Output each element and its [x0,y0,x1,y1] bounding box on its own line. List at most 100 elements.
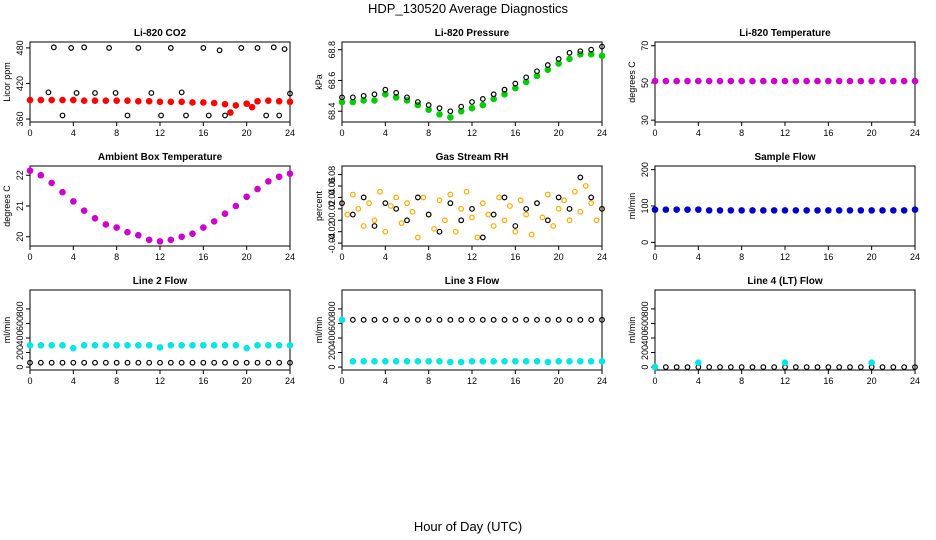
data-point [593,217,600,224]
x-tick-label: 12 [155,252,165,262]
data-point [523,211,530,218]
data-point [662,206,670,213]
x-tick-label: 12 [155,376,165,386]
data-point [760,207,767,214]
data-point [404,316,410,323]
data-point [479,234,486,241]
series-1 [349,316,605,323]
data-point [211,359,218,366]
y-axis-label: ml/min [314,317,324,344]
data-point [890,77,897,85]
data-point [490,316,497,323]
data-point [544,62,551,68]
x-tick-label: 20 [554,376,564,386]
data-point [158,112,164,119]
data-point [366,200,372,207]
data-point [200,359,207,366]
x-tick-label: 4 [71,376,76,386]
data-point [512,316,519,323]
data-point [587,51,595,58]
data-point [705,207,713,214]
data-point [684,206,691,213]
data-point [457,358,465,366]
y-tick-label: 0.06 [327,177,337,195]
plot-frame [29,165,291,247]
data-point [414,234,421,241]
series-1 [651,77,919,85]
data-point [392,94,400,101]
data-point [178,341,185,349]
series-1 [652,364,918,370]
data-point [338,316,346,324]
data-point [588,194,595,201]
data-point [349,98,357,106]
panel-title: Ambient Box Temperature [98,152,223,163]
data-point [243,344,250,352]
data-point [210,99,218,107]
data-point [371,91,378,98]
data-point [425,211,432,218]
data-point [490,91,497,98]
x-tick-label: 24 [910,128,920,138]
data-point [48,341,55,349]
data-point [749,364,756,370]
data-point [868,77,875,85]
plot-frame [29,289,291,371]
data-point [414,99,421,105]
x-tick-label: 8 [114,128,119,138]
data-point [102,359,109,366]
data-point [200,224,207,231]
data-point [254,341,261,349]
y-tick-label: 0 [327,365,337,370]
data-point [436,197,443,204]
y-axis-label: ml/min [627,193,637,220]
data-point [534,316,540,323]
data-point [26,167,34,174]
data-point [26,341,34,349]
data-point [846,77,854,85]
data-point [393,316,400,323]
data-point [490,357,497,365]
panel-7: Line 2 Flow ml/min 0 4 8 12 16 20 24 0 20040060080… [2,276,295,386]
data-point [371,97,378,104]
x-tick-label: 16 [510,252,520,262]
data-point [404,217,410,224]
data-point [539,214,546,221]
y-axis-label: kPa [314,74,324,90]
data-point [479,101,487,109]
data-point [598,52,606,60]
data-point [781,359,789,367]
data-point [339,94,345,101]
x-tick-label: 20 [867,252,877,262]
data-point [91,97,99,104]
data-point [582,183,589,189]
x-tick-label: 24 [285,376,295,386]
data-point [37,96,45,104]
data-point [442,217,448,224]
x-tick-label: 16 [198,376,208,386]
data-point [156,238,164,245]
data-point [59,359,66,366]
y-tick-label: 100 [640,198,650,213]
data-point [156,344,164,351]
data-point [81,44,88,51]
data-point [355,205,362,212]
x-tick-label: 4 [383,128,388,138]
data-point [37,341,45,349]
data-point [382,316,389,323]
data-point [189,359,196,366]
data-point [868,359,875,367]
data-point [770,77,778,85]
data-point [706,364,713,370]
series-2 [27,359,293,366]
y-tick-label: 0 [640,240,650,245]
data-point [344,211,351,218]
data-point [469,205,475,212]
data-point [243,359,250,366]
x-tick-label: 8 [114,376,119,386]
data-point [80,97,88,104]
data-point [200,99,207,106]
x-tick-label: 4 [696,128,701,138]
data-point [124,112,131,119]
data-point [912,364,918,370]
